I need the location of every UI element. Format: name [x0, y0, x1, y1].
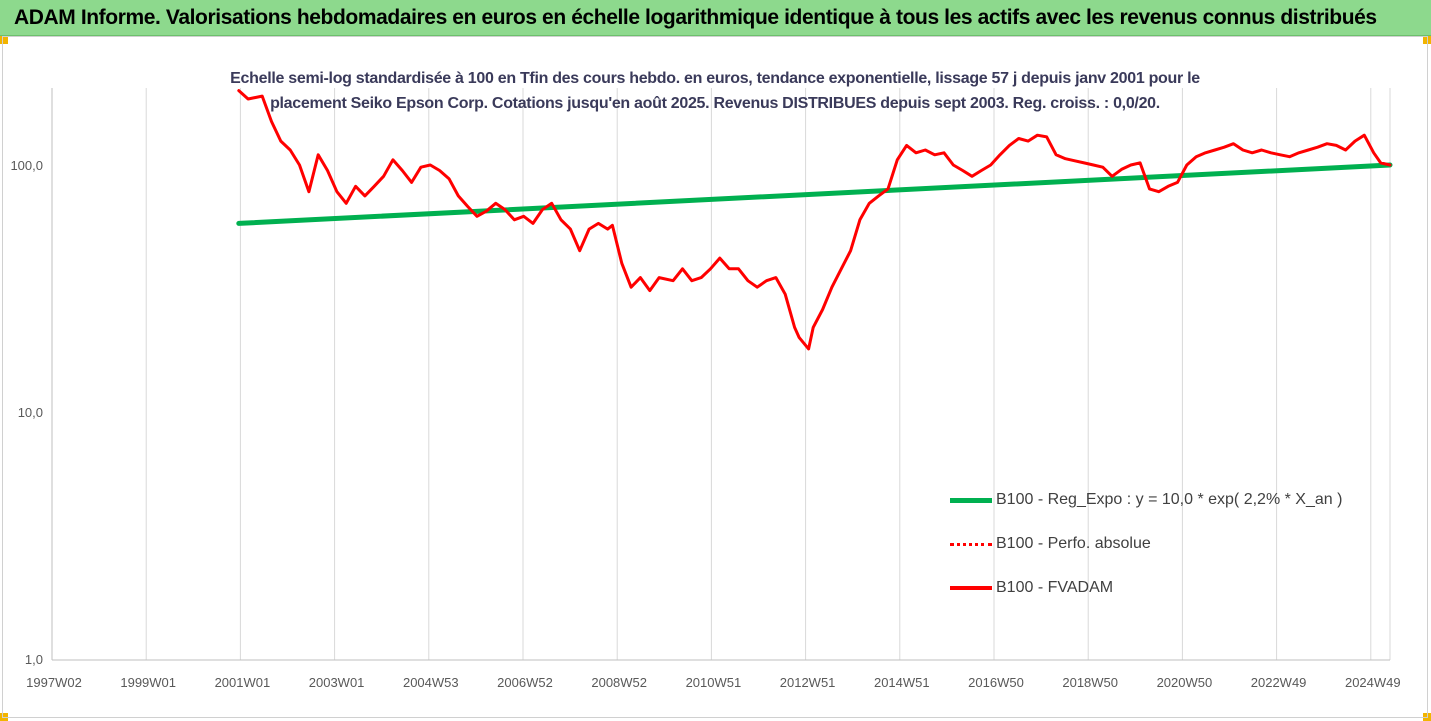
legend-swatch-perfo [950, 542, 992, 546]
legend-entry-fvadam: B100 - FVADAM [950, 566, 1390, 610]
series-line-fvadam [237, 89, 1392, 351]
x-tick-label: 2016W50 [968, 675, 1024, 690]
x-tick-label: 2001W01 [215, 675, 271, 690]
legend-entry-regression: B100 - Reg_Expo : y = 10,0 * exp( 2,2% *… [950, 478, 1390, 522]
y-tick-label: 1,0 [25, 652, 43, 667]
x-tick-label: 1999W01 [120, 675, 176, 690]
chart-legend: B100 - Reg_Expo : y = 10,0 * exp( 2,2% *… [950, 478, 1390, 610]
legend-entry-perfo: B100 - Perfo. absolue [950, 522, 1390, 566]
chart-subtitle: Echelle semi-log standardisée à 100 en T… [185, 66, 1245, 116]
series-line-regression [236, 162, 1393, 226]
x-tick-label: 2003W01 [309, 675, 365, 690]
x-tick-label: 2008W52 [591, 675, 647, 690]
chart-subtitle-line2: placement Seiko Epson Corp. Cotations ju… [270, 95, 1160, 112]
x-tick-label: 2004W53 [403, 675, 459, 690]
x-tick-label: 2022W49 [1251, 675, 1307, 690]
title-banner: ADAM Informe. Valorisations hebdomadaire… [0, 0, 1431, 36]
corner-marker [0, 36, 8, 44]
legend-swatch-fvadam [950, 586, 992, 590]
x-tick-label: 2024W49 [1345, 675, 1401, 690]
x-tick-label: 2006W52 [497, 675, 553, 690]
legend-label-fvadam: B100 - FVADAM [996, 579, 1114, 596]
legend-label-regression: B100 - Reg_Expo : y = 10,0 * exp( 2,2% *… [996, 491, 1343, 508]
x-tick-label: 2014W51 [874, 675, 930, 690]
x-tick-label: 2010W51 [686, 675, 742, 690]
legend-label-perfo: B100 - Perfo. absolue [996, 535, 1151, 552]
x-tick-label: 1997W02 [26, 675, 82, 690]
y-tick-label: 100,0 [10, 158, 43, 173]
x-tick-label: 2012W51 [780, 675, 836, 690]
x-tick-label: 2018W50 [1062, 675, 1118, 690]
x-tick-label: 2020W50 [1157, 675, 1213, 690]
chart-main-title: ADAM Informe. Valorisations hebdomadaire… [14, 6, 1377, 29]
chart-subtitle-line1: Echelle semi-log standardisée à 100 en T… [230, 70, 1200, 87]
y-tick-label: 10,0 [18, 405, 43, 420]
legend-swatch-regression [950, 497, 992, 503]
chart-frame [2, 36, 1428, 718]
